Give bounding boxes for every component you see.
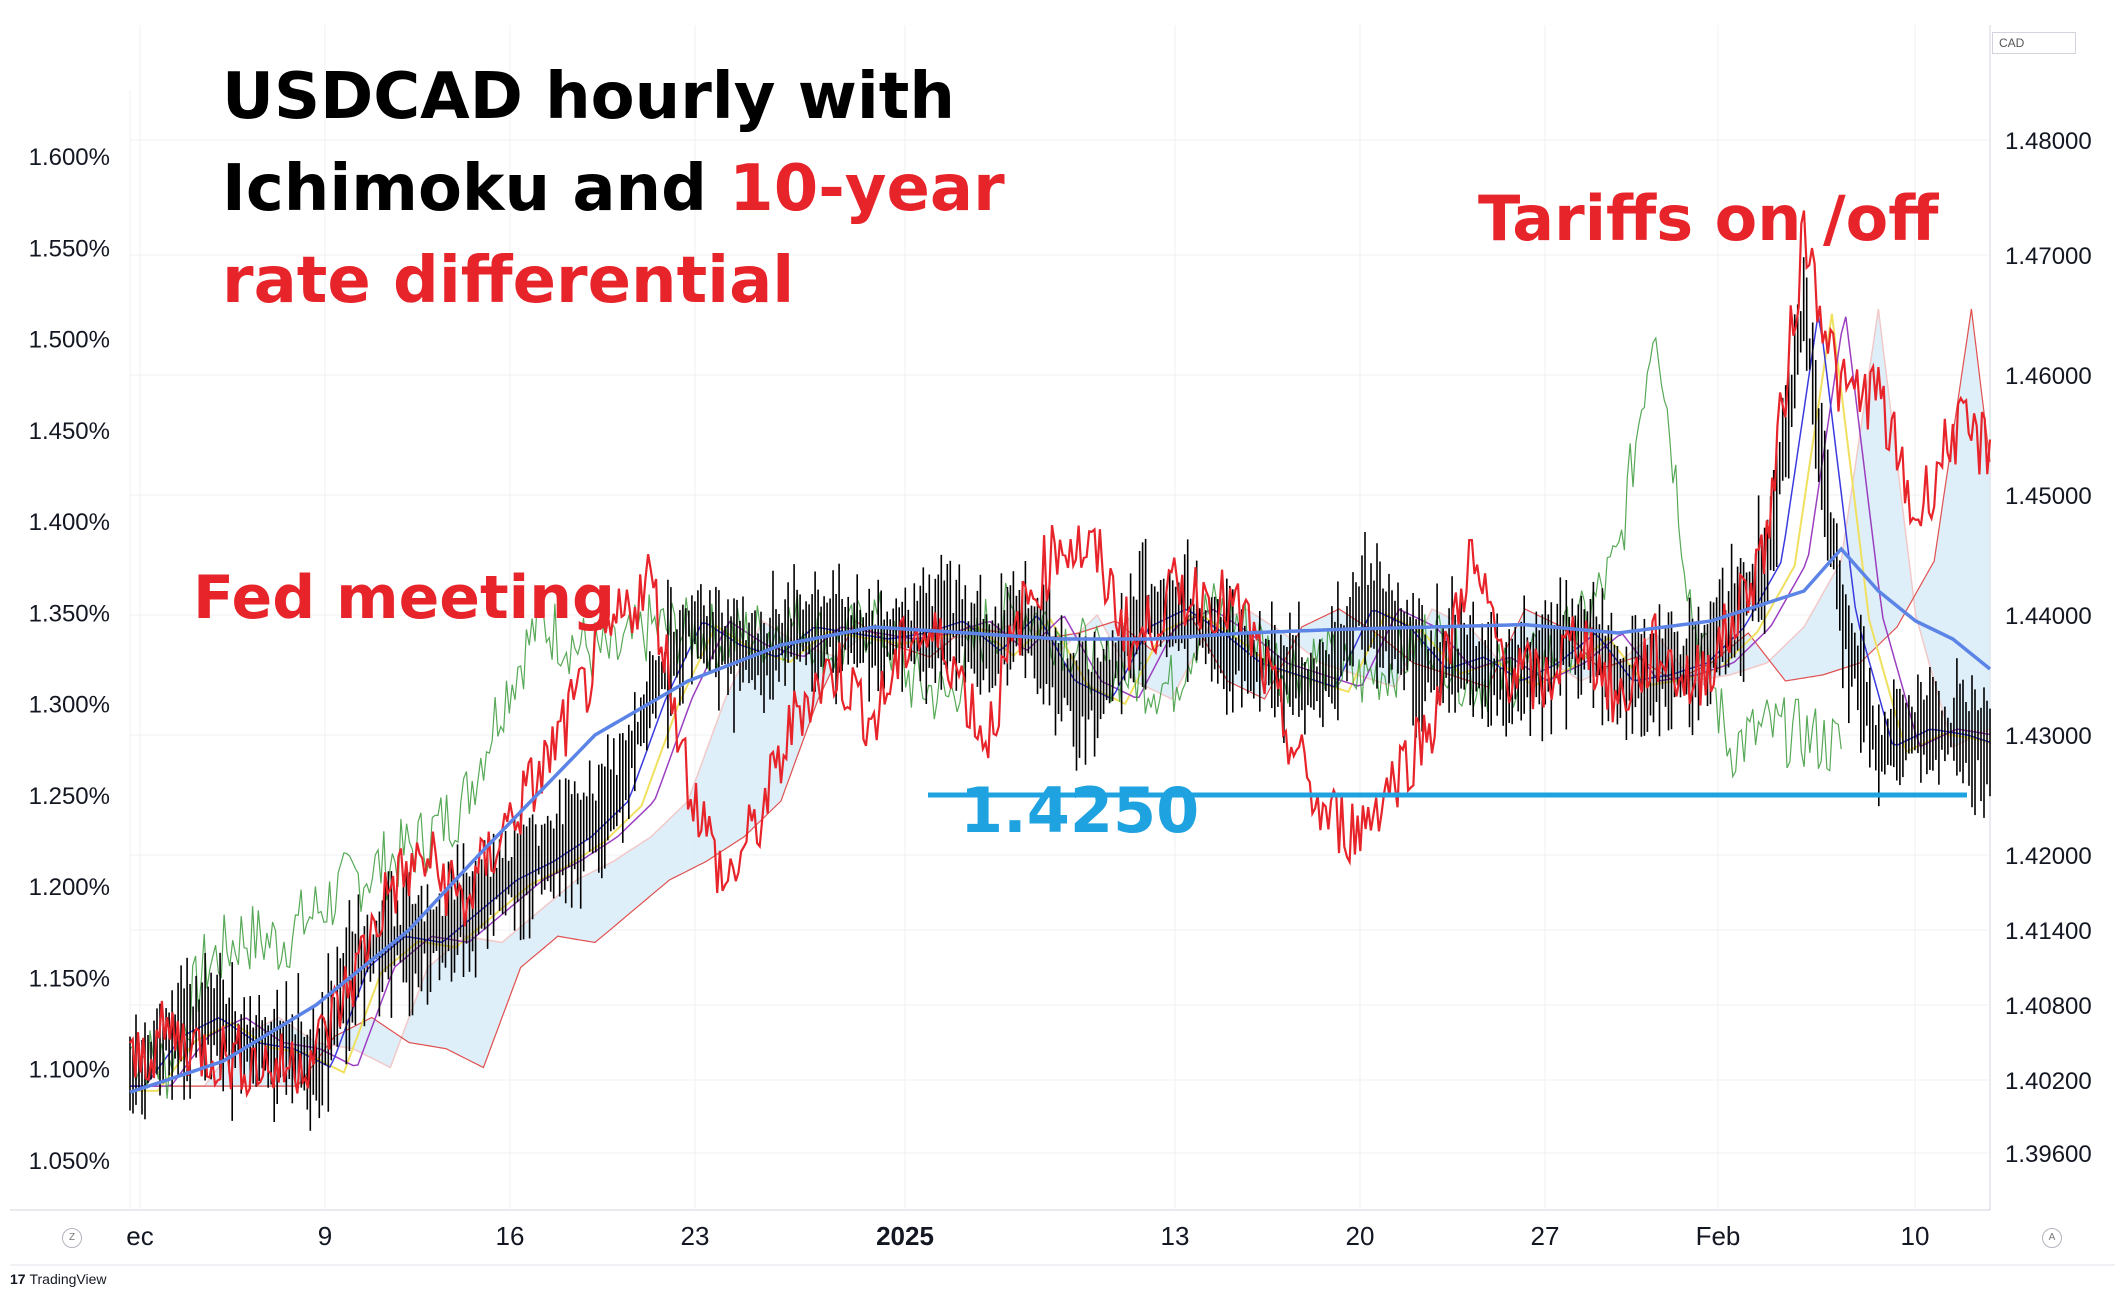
- timezone-toggle[interactable]: Z: [62, 1228, 82, 1248]
- title-line3: rate differential: [222, 244, 794, 318]
- right-tick-label: 1.39600: [2005, 1141, 2092, 1168]
- long-ma-line: [129, 546, 1992, 1094]
- rate-differential-line: [129, 210, 1992, 1099]
- right-tick-label: 1.40800: [2005, 993, 2092, 1020]
- title-line2-red: 10-year: [729, 152, 1005, 226]
- auto-scale-toggle[interactable]: A: [2042, 1228, 2062, 1248]
- right-tick-label: 1.41400: [2005, 918, 2092, 945]
- right-tick-label: 1.48000: [2005, 128, 2092, 155]
- x-tick-label: 10: [1901, 1221, 1930, 1251]
- title-line2: Ichimoku and 10-year: [222, 152, 1005, 226]
- left-tick-label: 1.350%: [29, 600, 110, 627]
- right-tick-label: 1.47000: [2005, 243, 2092, 270]
- left-tick-label: 1.500%: [29, 327, 110, 354]
- x-tick-label: 27: [1531, 1221, 1560, 1251]
- right-tick-label: 1.45000: [2005, 483, 2092, 510]
- cloud-area: [130, 309, 1990, 1087]
- right-tick-label: 1.40200: [2005, 1068, 2092, 1095]
- brand-text: TradingView: [29, 1271, 107, 1287]
- left-tick-label: 1.250%: [29, 783, 110, 810]
- support-level-label: 1.4250: [960, 774, 1199, 847]
- left-tick-label: 1.400%: [29, 509, 110, 536]
- left-tick-label: 1.550%: [29, 235, 110, 262]
- left-tick-label: 1.600%: [29, 144, 110, 171]
- left-tick-label: 1.050%: [29, 1148, 110, 1175]
- left-axis-ticks: 1.050% 1.100% 1.150% 1.200% 1.250% 1.300% 1.35…: [29, 144, 110, 1175]
- right-tick-label: 1.42000: [2005, 843, 2092, 870]
- price-candles: [129, 257, 1991, 1131]
- tariffs-annotation: Tariffs on /off: [1478, 182, 1939, 255]
- x-tick-label: 2025: [876, 1221, 934, 1251]
- left-tick-label: 1.200%: [29, 874, 110, 901]
- right-tick-label: 1.43000: [2005, 723, 2092, 750]
- x-tick-label: 13: [1161, 1221, 1190, 1251]
- x-tick-label: 20: [1346, 1221, 1375, 1251]
- right-tick-label: 1.46000: [2005, 363, 2092, 390]
- x-tick-label: Feb: [1696, 1221, 1741, 1251]
- x-tick-label: 9: [318, 1221, 332, 1251]
- series-lines: [129, 210, 1992, 1099]
- title-line2-black: Ichimoku and: [222, 152, 729, 226]
- x-tick-label: ec: [126, 1221, 153, 1251]
- left-tick-label: 1.450%: [29, 418, 110, 445]
- x-tick-label: 16: [496, 1221, 525, 1251]
- left-tick-label: 1.100%: [29, 1057, 110, 1084]
- right-tick-label: 1.44000: [2005, 603, 2092, 630]
- tradingview-logo-icon: 17: [10, 1271, 30, 1287]
- title-line1: USDCAD hourly with: [222, 60, 955, 134]
- left-tick-label: 1.300%: [29, 692, 110, 719]
- left-tick-label: 1.150%: [29, 965, 110, 992]
- ichimoku-cloud: [130, 309, 1990, 1087]
- tradingview-brand: 17 TradingView: [10, 1271, 107, 1287]
- fed-meeting-annotation: Fed meeting: [193, 563, 615, 633]
- right-axis-ticks: 1.39600 1.40200 1.40800 1.41400 1.42000 1.430…: [2005, 128, 2092, 1168]
- currency-label[interactable]: CAD: [1992, 32, 2076, 54]
- horizontal-grid: [130, 139, 1990, 1154]
- x-axis-ticks: ec 9 16 23 2025 13 20 27 Feb 10: [126, 1221, 1929, 1251]
- lagging-span-line: [129, 336, 1842, 1099]
- x-tick-label: 23: [681, 1221, 710, 1251]
